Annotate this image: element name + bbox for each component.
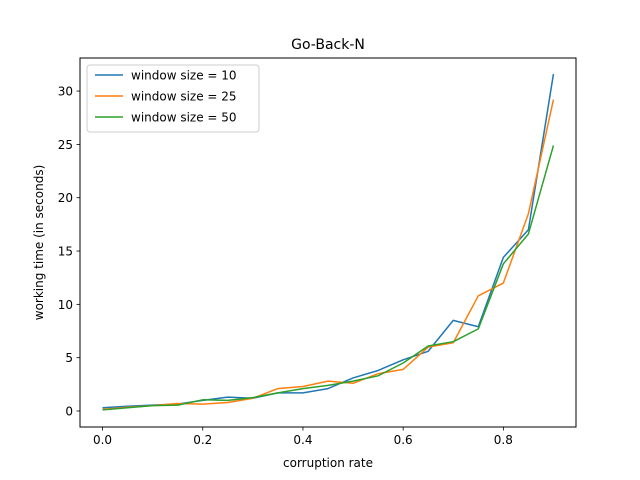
x-axis: 0.0 0.2 0.4 0.6 0.8	[93, 427, 513, 447]
y-axis: 0 5 10 15 20 25 30	[58, 85, 80, 419]
y-tick-label: 5	[65, 351, 73, 365]
axes-frame	[79, 57, 577, 428]
x-tick-label: 0.2	[193, 433, 212, 447]
legend: window size = 10 window size = 25 window s…	[86, 64, 260, 133]
y-tick-label: 30	[58, 85, 73, 99]
plot-area	[102, 73, 555, 411]
y-tick-label: 10	[58, 298, 73, 312]
y-tick-label: 0	[65, 405, 73, 419]
x-tick-label: 0.6	[394, 433, 413, 447]
legend-label-2: window size = 25	[131, 90, 237, 104]
x-tick-label: 0.0	[93, 433, 112, 447]
y-tick-label: 15	[58, 245, 73, 259]
legend-label-3: window size = 50	[131, 111, 237, 125]
series-line-2	[102, 99, 555, 411]
y-axis-label: working time (in seconds)	[32, 165, 46, 321]
x-axis-label: corruption rate	[283, 456, 373, 470]
y-tick-label: 25	[58, 138, 73, 152]
legend-frame	[86, 64, 260, 133]
series-line-3	[102, 145, 555, 411]
chart-title: Go-Back-N	[291, 37, 365, 53]
x-tick-label: 0.4	[293, 433, 312, 447]
y-tick-label: 20	[58, 191, 73, 205]
legend-label-1: window size = 10	[131, 69, 237, 83]
x-tick-label: 0.8	[494, 433, 513, 447]
